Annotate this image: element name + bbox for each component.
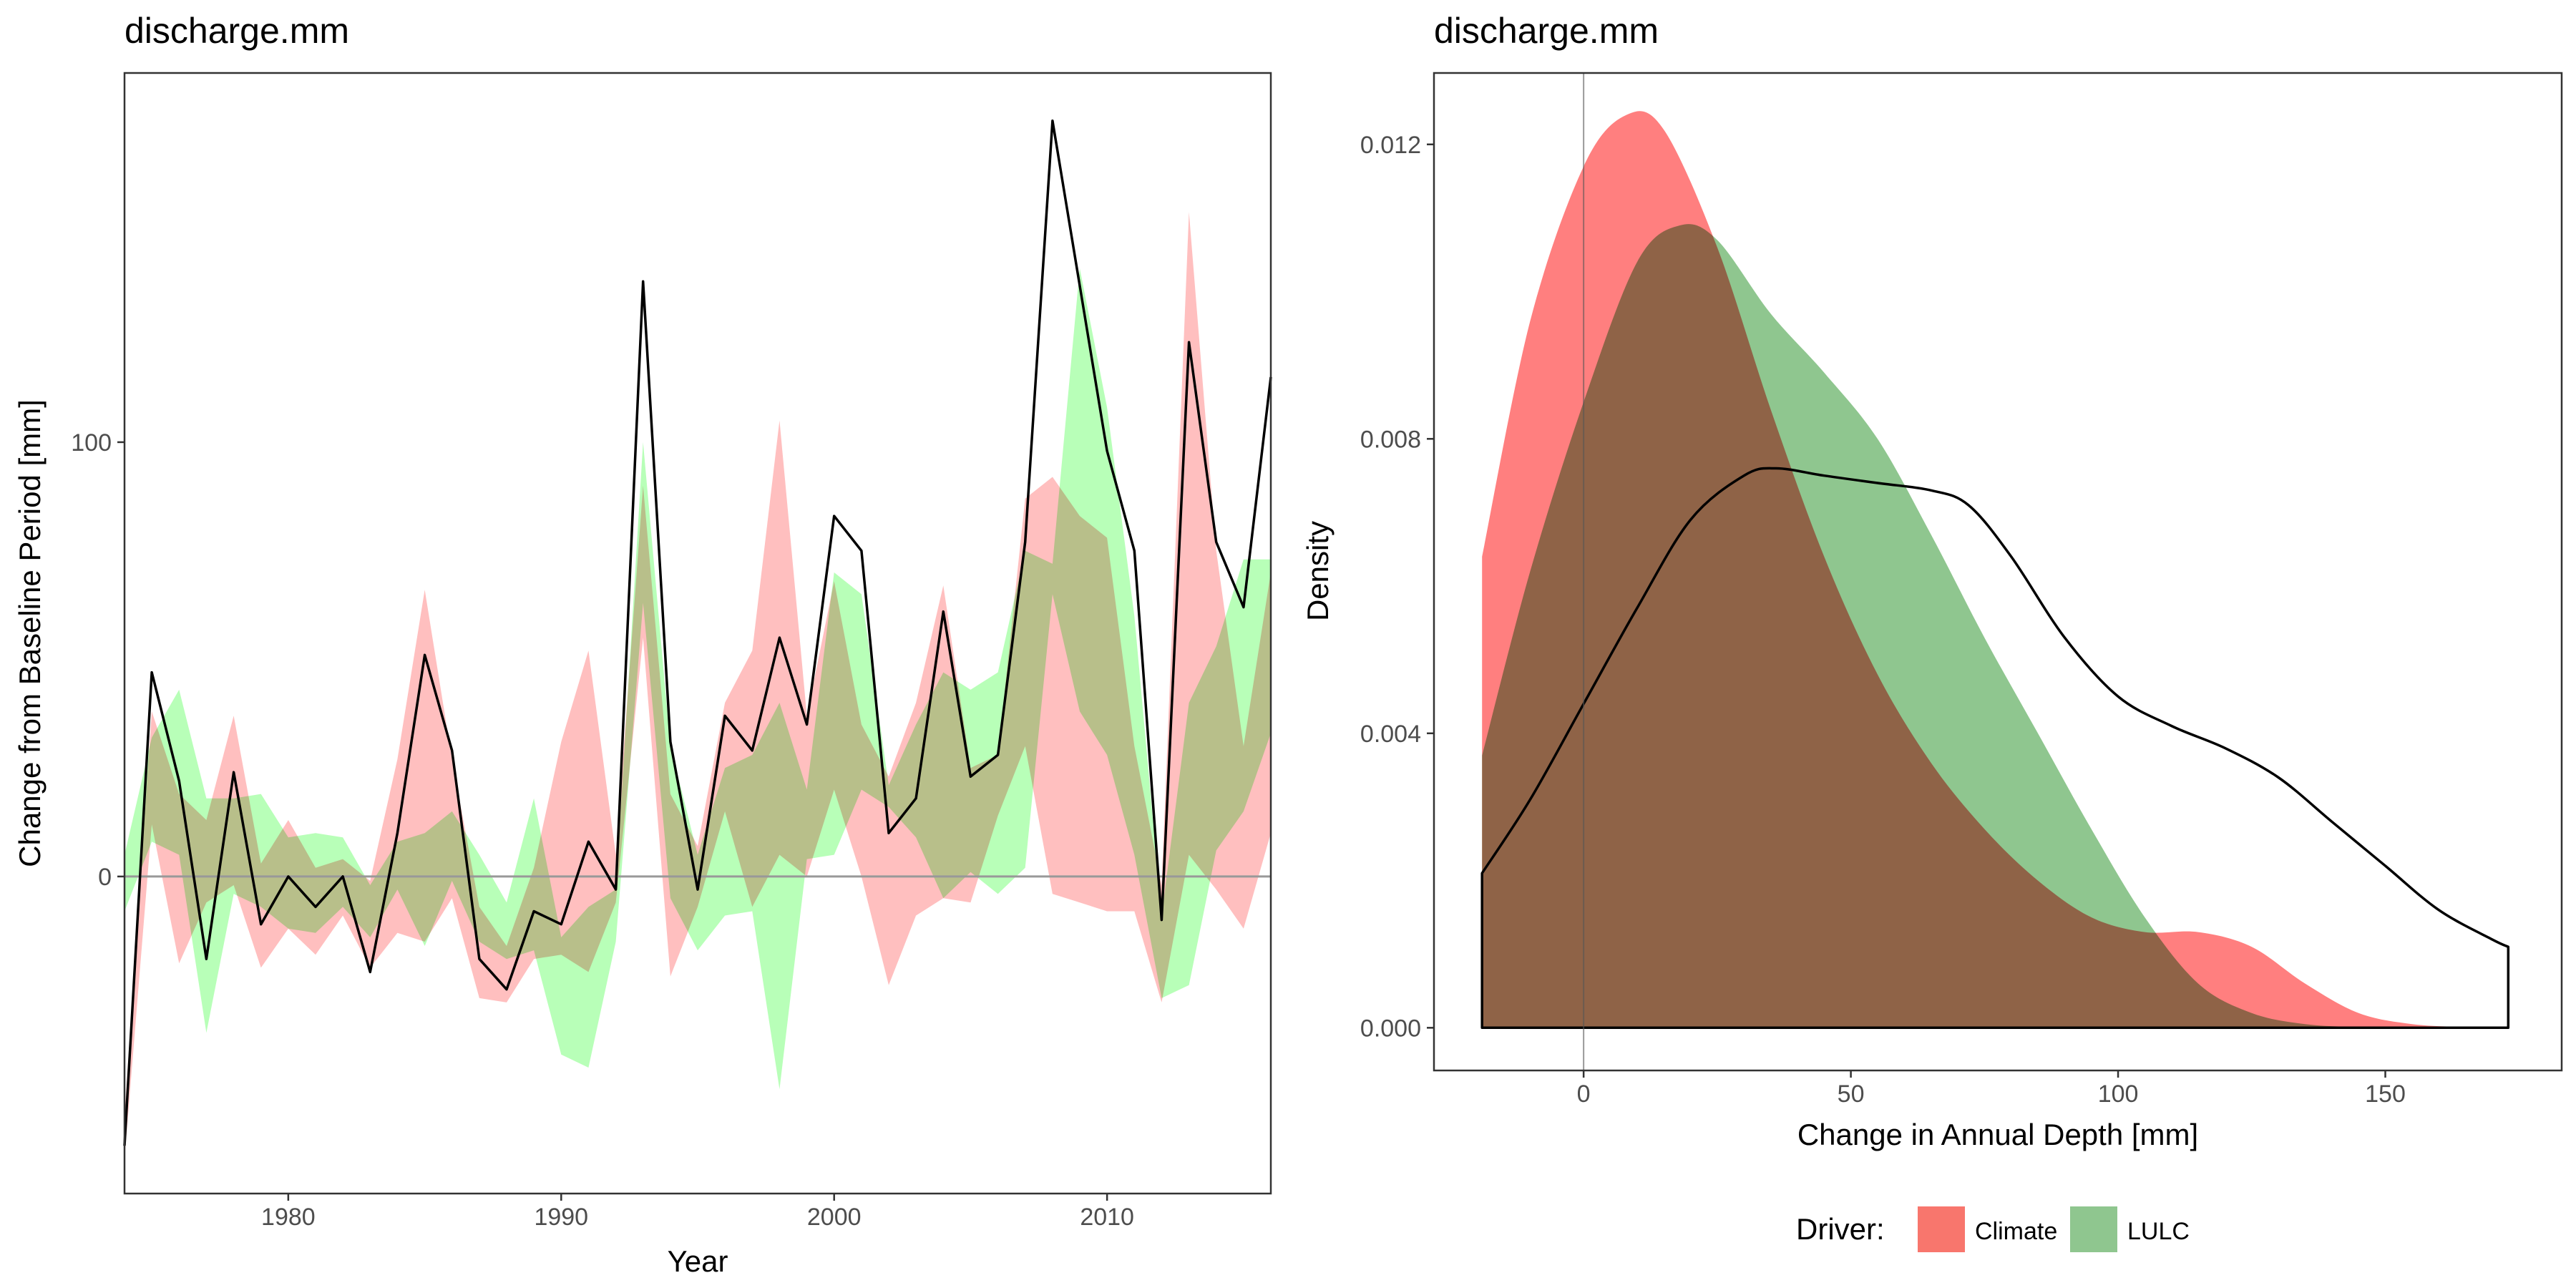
- left-y-axis: 0 100: [71, 429, 125, 891]
- right-chart: discharge.mm 0 50 100 150 0.0000.0040.0080.…: [1301, 11, 2563, 1151]
- x-tick-label: 0: [1577, 1080, 1591, 1108]
- right-chart-title: discharge.mm: [1434, 11, 1659, 51]
- legend-label-climate: Climate: [1975, 1218, 2057, 1245]
- total-density-outline: [1480, 467, 2510, 1030]
- right-panel-border: [1433, 72, 2563, 1072]
- left-bands: [125, 212, 1271, 1159]
- right-y-axis: 0.000 0.004 0.008 0.012: [1360, 132, 1434, 1042]
- y-tick-label: 100: [71, 429, 112, 457]
- series-line: [123, 119, 1272, 1146]
- left-panel-border: [123, 72, 1272, 1195]
- band-lulc: [125, 268, 1271, 1090]
- legend: Driver: Climate LULC: [1796, 1206, 2190, 1252]
- density-lulc: [1482, 224, 2509, 1028]
- x-tick-label: 1980: [261, 1204, 316, 1231]
- legend-swatch-climate: [1918, 1206, 1965, 1252]
- right-y-axis-title: Density: [1301, 521, 1335, 621]
- x-tick-label: 100: [2098, 1080, 2139, 1108]
- left-x-axis-title: Year: [668, 1244, 728, 1278]
- y-tick-label: 0.000: [1360, 1015, 1421, 1042]
- x-tick-label: 150: [2365, 1080, 2406, 1108]
- x-tick-label: 2000: [807, 1204, 862, 1231]
- y-tick-label: 0: [98, 864, 112, 891]
- left-chart-title: discharge.mm: [125, 11, 349, 51]
- right-x-axis: 0 50 100 150: [1577, 1070, 2406, 1108]
- right-density-areas: [1480, 111, 2510, 1030]
- band-climate: [125, 212, 1271, 1159]
- y-tick-label: 0.004: [1360, 721, 1421, 748]
- right-x-axis-title: Change in Annual Depth [mm]: [1797, 1118, 2198, 1151]
- y-tick-label: 0.012: [1360, 132, 1421, 159]
- y-tick-label: 0.008: [1360, 426, 1421, 453]
- left-x-axis: 1980 1990 2000 2010: [261, 1194, 1134, 1231]
- x-tick-label: 1990: [534, 1204, 588, 1231]
- left-y-axis-title: Change from Baseline Period [mm]: [13, 399, 47, 867]
- x-tick-label: 2010: [1080, 1204, 1134, 1231]
- x-tick-label: 50: [1838, 1080, 1865, 1108]
- legend-swatch-lulc: [2070, 1206, 2117, 1252]
- left-series-line: [123, 119, 1272, 1146]
- legend-title: Driver:: [1796, 1212, 1885, 1246]
- legend-label-lulc: LULC: [2127, 1218, 2190, 1245]
